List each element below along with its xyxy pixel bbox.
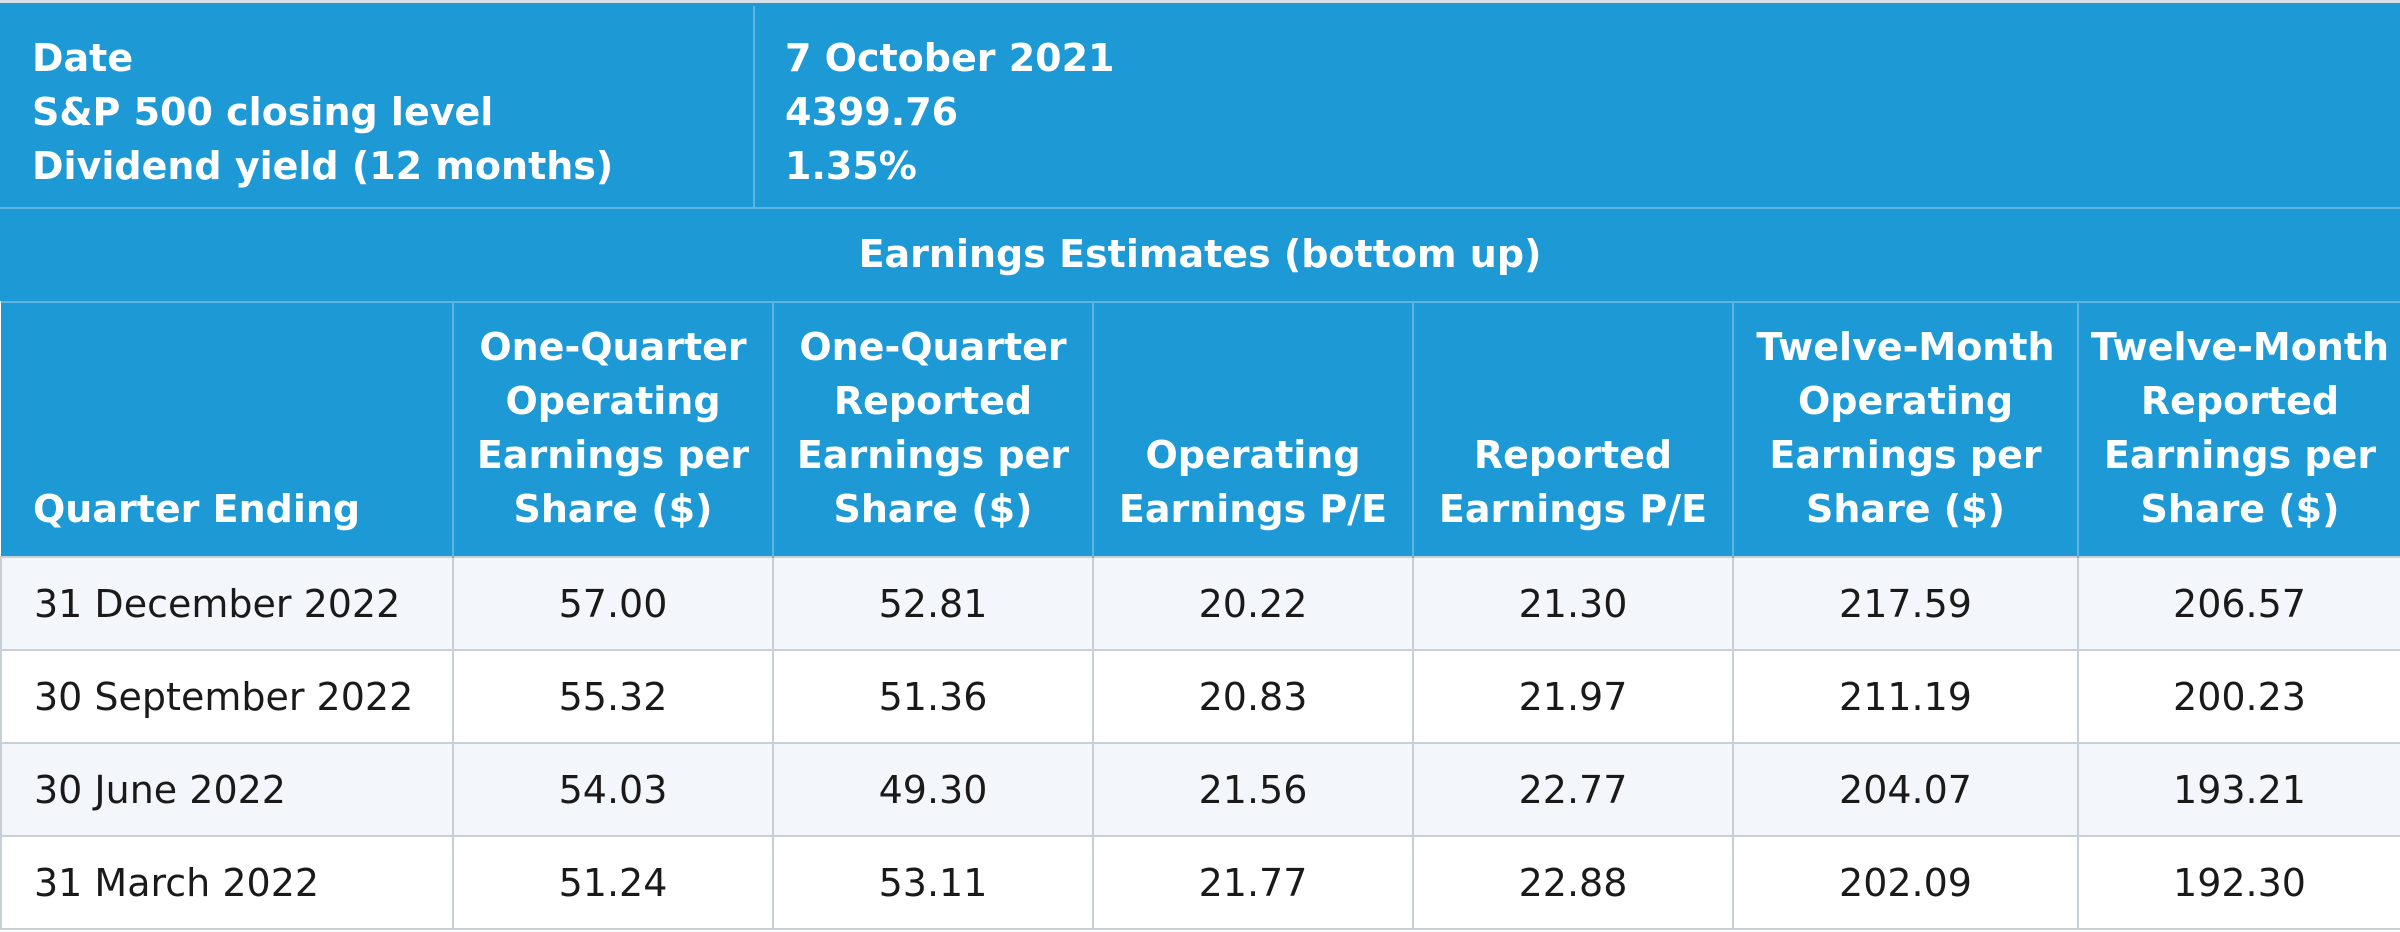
dividend-yield-value: 1.35% [785, 144, 917, 188]
column-header-line: Twelve-Month [2090, 325, 2390, 369]
column-header-line: Twelve-Month [1756, 325, 2055, 369]
summary-labels: Date S&P 500 closing level Dividend yiel… [32, 31, 613, 193]
reported-pe-header: Reported Earnings P/E [1412, 301, 1733, 557]
column-header-line: Reported [1473, 433, 1673, 477]
column-header-line: Earnings per [796, 433, 1070, 477]
closing-level-value: 4399.76 [785, 90, 959, 134]
value-cell: 54.03 [452, 742, 774, 837]
value-cell: 57.00 [452, 556, 774, 651]
value-cell: 206.57 [2077, 556, 2400, 651]
table-body: 31 December 2022 57.00 52.81 20.22 21.30 217.… [0, 556, 2400, 930]
quarter-ending-cell: 30 June 2022 [0, 742, 454, 837]
value-cell: 53.11 [772, 835, 1094, 930]
table-row: 30 June 2022 54.03 49.30 21.56 22.77 204.07 19… [0, 742, 2400, 837]
summary-panel: Date S&P 500 closing level Dividend yiel… [0, 0, 2400, 210]
column-header-line: One-Quarter [799, 325, 1067, 369]
value-cell: 217.59 [1732, 556, 2079, 651]
column-header-line: Reported [833, 379, 1033, 423]
column-header-line: One-Quarter [479, 325, 747, 369]
table-header-row: Quarter Ending One-Quarter Operating Earnin… [1, 301, 2400, 557]
value-cell: 52.81 [772, 556, 1094, 651]
column-header-line: Earnings P/E [1438, 487, 1708, 531]
column-header-line: Earnings per [1769, 433, 2042, 477]
value-cell: 193.21 [2077, 742, 2400, 837]
value-cell: 22.77 [1412, 742, 1734, 837]
table-row: 31 March 2022 51.24 53.11 21.77 22.88 202.09 1… [0, 835, 2400, 930]
value-cell: 20.83 [1092, 649, 1414, 744]
column-header-line: Share ($) [2140, 487, 2340, 531]
value-cell: 22.88 [1412, 835, 1734, 930]
column-header-line: Earnings per [2103, 433, 2377, 477]
table-row: 30 September 2022 55.32 51.36 20.83 21.97 211… [0, 649, 2400, 744]
value-cell: 51.36 [772, 649, 1094, 744]
value-cell: 202.09 [1732, 835, 2079, 930]
quarter-ending-cell: 30 September 2022 [0, 649, 454, 744]
date-value: 7 October 2021 [785, 36, 1115, 80]
summary-divider [753, 6, 755, 210]
value-cell: 192.30 [2077, 835, 2400, 930]
value-cell: 21.97 [1412, 649, 1734, 744]
column-header-line: Quarter Ending [33, 487, 361, 531]
column-header-line: Share ($) [1806, 487, 2005, 531]
table-row: 31 December 2022 57.00 52.81 20.22 21.30 217.… [0, 556, 2400, 651]
one-quarter-operating-eps-header: One-Quarter Operating Earnings per Share ($… [452, 301, 773, 557]
operating-pe-header: Operating Earnings P/E [1092, 301, 1413, 557]
value-cell: 21.77 [1092, 835, 1414, 930]
value-cell: 20.22 [1092, 556, 1414, 651]
twelve-month-operating-eps-header: Twelve-Month Operating Earnings per Share (… [1732, 301, 2078, 557]
column-header-line: Share ($) [833, 487, 1033, 531]
column-header-line: Operating [1145, 433, 1361, 477]
column-header-line: Earnings P/E [1118, 487, 1388, 531]
value-cell: 21.30 [1412, 556, 1734, 651]
twelve-month-reported-eps-header: Twelve-Month Reported Earnings per Share ($… [2077, 301, 2400, 557]
one-quarter-reported-eps-header: One-Quarter Reported Earnings per Share ($) [772, 301, 1093, 557]
column-header-line: Operating [1797, 379, 2014, 423]
column-header-line: Reported [2140, 379, 2340, 423]
section-title: Earnings Estimates (bottom up) [0, 207, 2400, 301]
quarter-ending-cell: 31 December 2022 [0, 556, 454, 651]
value-cell: 21.56 [1092, 742, 1414, 837]
quarter-ending-cell: 31 March 2022 [0, 835, 454, 930]
column-header-line: Operating [505, 379, 721, 423]
value-cell: 51.24 [452, 835, 774, 930]
value-cell: 200.23 [2077, 649, 2400, 744]
quarter-ending-header: Quarter Ending [1, 301, 453, 557]
closing-level-label: S&P 500 closing level [32, 90, 494, 134]
column-header-line: Earnings per [476, 433, 750, 477]
value-cell: 49.30 [772, 742, 1094, 837]
value-cell: 204.07 [1732, 742, 2079, 837]
earnings-table: Quarter Ending One-Quarter Operating Earnin… [0, 301, 2400, 930]
value-cell: 211.19 [1732, 649, 2079, 744]
summary-values: 7 October 2021 4399.76 1.35% [785, 31, 1114, 193]
value-cell: 55.32 [452, 649, 774, 744]
date-label: Date [32, 36, 134, 80]
column-header-line: Share ($) [513, 487, 713, 531]
dividend-yield-label: Dividend yield (12 months) [32, 144, 614, 188]
